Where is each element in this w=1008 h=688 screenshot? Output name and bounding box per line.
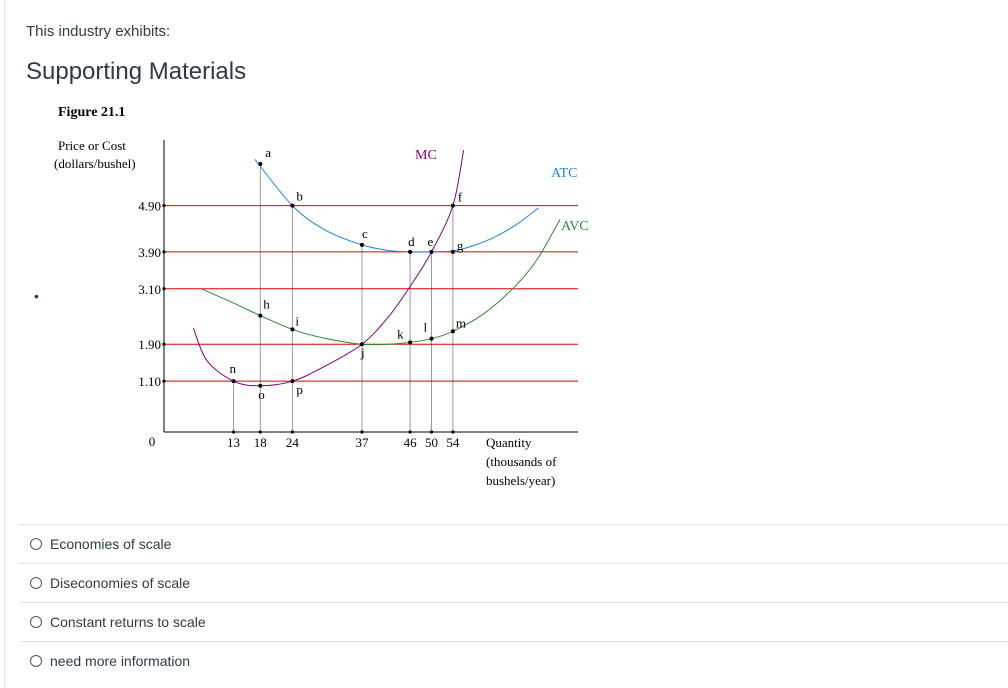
point-label-g: g: [457, 238, 464, 253]
x-tick-label: 50: [425, 435, 438, 450]
x-tick-mark: [360, 430, 364, 434]
point-label-o: o: [258, 387, 265, 402]
y-tick-mark: [162, 342, 166, 346]
y-tick-label: 4.90: [138, 199, 161, 214]
point-h: [258, 313, 263, 318]
point-m: [450, 329, 455, 334]
y-tick-label: 1.10: [138, 374, 161, 389]
point-label-b: b: [296, 189, 303, 204]
answer-option-constant-returns[interactable]: Constant returns to scale: [20, 602, 1008, 641]
answer-label: Constant returns to scale: [50, 614, 206, 630]
x-axis-label-line-3: bushels/year): [486, 473, 555, 488]
point-label-f: f: [458, 190, 463, 205]
point-i: [290, 327, 295, 332]
curve-atc: [254, 159, 539, 253]
y-tick-mark: [162, 379, 166, 383]
x-tick-label: 46: [404, 435, 418, 450]
curve-label-mc: MC: [415, 148, 437, 163]
y-tick-label: 3.10: [138, 282, 161, 297]
supporting-materials-title: Supporting Materials: [26, 58, 247, 85]
curve-mc: [192, 150, 465, 387]
answer-option-diseconomies[interactable]: Diseconomies of scale: [20, 563, 1008, 602]
x-tick-label: 54: [446, 435, 460, 450]
x-tick-mark: [231, 430, 236, 434]
x-tick-mark: [408, 430, 412, 434]
point-j: [359, 342, 364, 347]
answer-options: Economies of scale Diseconomies of scale…: [20, 524, 1008, 680]
point-e: [429, 249, 434, 254]
x-tick-mark: [451, 430, 455, 434]
curve-label-avc: AVC: [561, 219, 589, 234]
point-label-m: m: [456, 315, 466, 330]
x-tick-label: 37: [355, 435, 369, 450]
point-d: [408, 249, 413, 254]
point-o: [258, 383, 263, 388]
point-label-p: p: [296, 382, 303, 397]
left-border: [4, 0, 5, 688]
point-c: [359, 242, 364, 247]
radio-button[interactable]: [30, 577, 42, 589]
point-p: [290, 379, 295, 384]
answer-label: need more information: [50, 653, 191, 669]
point-g: [450, 249, 455, 254]
answer-option-economies[interactable]: Economies of scale: [20, 524, 1008, 563]
figure-21-1-chart: Figure 21.1 Price or Cost (dollars/bushel…: [54, 105, 589, 488]
y-tick-mark: [162, 250, 166, 254]
point-f: [450, 203, 455, 208]
x-axis-label-line-2: (thousands of: [486, 454, 557, 469]
x-tick-label: 18: [254, 435, 267, 450]
y-tick-label-zero: 0: [149, 434, 156, 449]
point-label-i: i: [295, 313, 299, 328]
bullet-marker: •: [34, 288, 39, 304]
point-n: [231, 379, 236, 384]
y-tick-mark: [162, 204, 166, 208]
radio-button[interactable]: [30, 616, 42, 628]
point-k: [408, 340, 413, 345]
x-tick-mark: [258, 430, 262, 434]
point-l: [429, 336, 434, 341]
y-axis-label-line-1: Price or Cost: [58, 138, 126, 153]
curve-avc: [201, 219, 561, 346]
point-label-d: d: [408, 234, 415, 249]
answer-option-need-more-info[interactable]: need more information: [20, 641, 1008, 680]
x-tick-label: 13: [227, 435, 240, 450]
radio-button[interactable]: [30, 538, 42, 550]
radio-button[interactable]: [30, 655, 42, 667]
point-label-c: c: [362, 226, 368, 241]
point-label-l: l: [424, 320, 428, 335]
answer-label: Diseconomies of scale: [50, 575, 191, 591]
chart-plot: Price or Cost (dollars/bushel) Quantity (th…: [54, 138, 589, 488]
answer-label: Economies of scale: [50, 536, 172, 552]
point-label-e: e: [428, 234, 434, 249]
curve-label-atc: ATC: [551, 166, 577, 181]
x-axis-label-line-1: Quantity: [486, 435, 532, 450]
y-tick-mark: [162, 287, 166, 291]
y-tick-label: 3.90: [138, 245, 161, 260]
point-label-k: k: [397, 326, 404, 341]
x-tick-mark: [290, 430, 294, 434]
point-label-j: j: [360, 345, 365, 360]
point-label-a: a: [265, 145, 271, 160]
x-tick-label: 24: [286, 435, 300, 450]
figure-caption: Figure 21.1: [58, 105, 125, 120]
point-label-h: h: [263, 297, 270, 312]
y-tick-label: 1.90: [138, 337, 161, 352]
point-b: [290, 203, 295, 208]
x-tick-mark: [429, 430, 434, 434]
point-a: [258, 162, 263, 167]
y-axis-label-line-2: (dollars/bushel): [54, 156, 136, 171]
point-label-n: n: [230, 361, 237, 376]
question-text: This industry exhibits:: [26, 23, 171, 40]
